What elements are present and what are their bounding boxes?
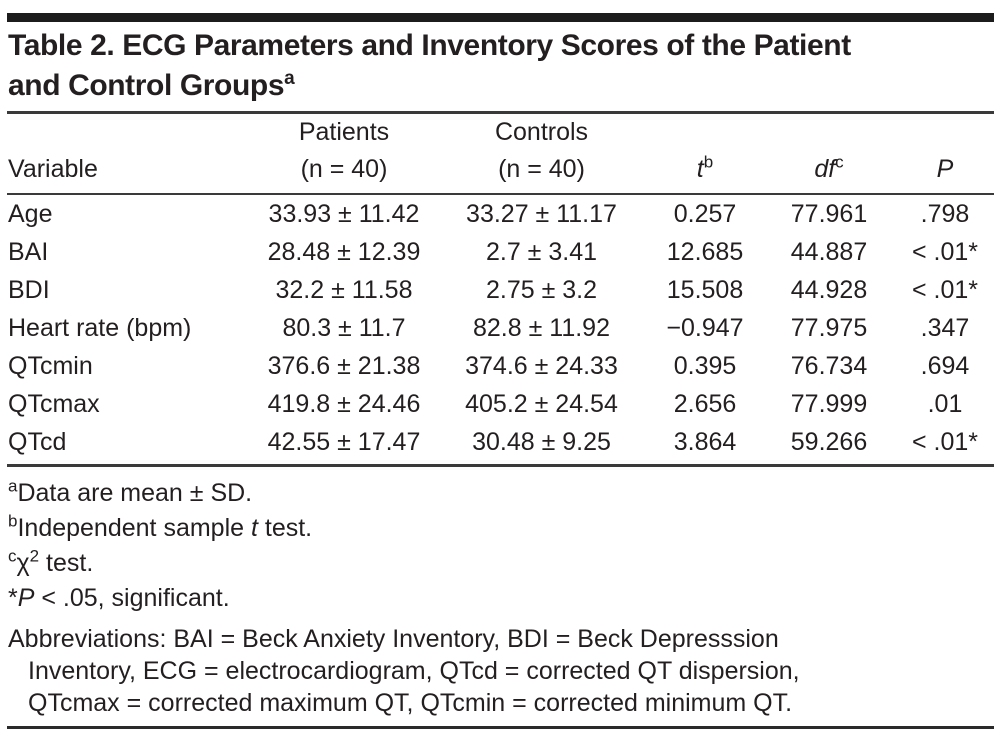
cell-controls: 30.48 ± 9.25 — [472, 428, 611, 456]
rule-under-header — [7, 192, 994, 195]
cell-controls: 2.7 ± 3.41 — [485, 238, 598, 266]
cell-df: 77.975 — [790, 314, 868, 342]
cell-controls: 82.8 ± 11.92 — [473, 314, 610, 342]
cell-variable: QTcd — [8, 428, 67, 456]
cell-df: 44.887 — [790, 238, 868, 266]
footnote-marker: a — [8, 476, 18, 496]
footnote-marker: b — [8, 511, 18, 531]
table-title-line1: Table 2. ECG Parameters and Inventory Sc… — [8, 29, 851, 62]
footnote-c: cχ2 test. — [8, 546, 94, 577]
column-header-variable: Variable — [8, 154, 98, 183]
top-heavy-rule — [7, 13, 994, 22]
header-row: Variable Patients (n = 40) Controls (n =… — [7, 114, 993, 193]
cell-p: < .01* — [911, 238, 979, 266]
cell-controls: 405.2 ± 24.54 — [465, 390, 618, 418]
column-header-patients: Patients (n = 40) — [298, 117, 390, 183]
cell-p: .798 — [920, 200, 970, 228]
cell-patients: 42.55 ± 17.47 — [267, 428, 421, 456]
cell-t: 0.257 — [673, 200, 737, 228]
footnote-b: bIndependent sample t test. — [8, 511, 313, 542]
cell-p: < .01* — [911, 428, 979, 456]
cell-patients: 28.48 ± 12.39 — [267, 238, 421, 266]
cell-p: .347 — [920, 314, 970, 342]
cell-t: 12.685 — [666, 238, 744, 266]
table-row: Heart rate (bpm) 80.3 ± 11.7 82.8 ± 11.92 −… — [7, 309, 993, 347]
rule-under-title — [7, 111, 994, 114]
cell-patients: 80.3 ± 11.7 — [282, 314, 406, 342]
abbreviations-block: Abbreviations: BAI = Beck Anxiety Invent… — [7, 623, 994, 719]
title-footnote-marker: a — [284, 68, 295, 89]
cell-p: .694 — [920, 352, 970, 380]
cell-df: 44.928 — [790, 276, 868, 304]
table-row: Age 33.93 ± 11.42 33.27 ± 11.17 0.257 77.961… — [7, 195, 993, 233]
table-row: QTcmin 376.6 ± 21.38 374.6 ± 24.33 0.395 76.… — [7, 347, 993, 385]
cell-patients: 376.6 ± 21.38 — [267, 352, 421, 380]
cell-patients: 32.2 ± 11.58 — [275, 276, 413, 304]
column-header-p: P — [936, 154, 954, 183]
cell-p: < .01* — [911, 276, 979, 304]
cell-t: 3.864 — [673, 428, 737, 456]
cell-t: −0.947 — [666, 314, 744, 342]
cell-t: 2.656 — [673, 390, 737, 418]
column-header-df: dfc — [814, 152, 844, 183]
table-row: QTcd 42.55 ± 17.47 30.48 ± 9.25 3.864 59.266… — [7, 423, 993, 461]
bottom-rule — [7, 725, 994, 729]
cell-controls: 33.27 ± 11.17 — [466, 200, 617, 228]
cell-controls: 2.75 ± 3.2 — [485, 276, 598, 304]
cell-variable: Heart rate (bpm) — [8, 314, 192, 342]
footnote-*: *P < .05, significant. — [8, 583, 230, 612]
footnote-a: aData are mean ± SD. — [8, 476, 253, 507]
cell-variable: BDI — [8, 276, 50, 304]
cell-patients: 419.8 ± 24.46 — [267, 390, 421, 418]
table-row: QTcmax 419.8 ± 24.46 405.2 ± 24.54 2.656 77.… — [7, 385, 993, 423]
cell-df: 77.999 — [790, 390, 868, 418]
table-row: BDI 32.2 ± 11.58 2.75 ± 3.2 15.508 44.928 < .… — [7, 271, 993, 309]
journal-table-figure: Table 2. ECG Parameters and Inventory Sc… — [7, 13, 994, 729]
cell-df: 77.961 — [790, 200, 868, 228]
cell-t: 0.395 — [673, 352, 737, 380]
data-table: Variable Patients (n = 40) Controls (n =… — [7, 114, 993, 193]
column-header-t: tb — [696, 152, 714, 183]
cell-controls: 374.6 ± 24.33 — [465, 352, 618, 380]
rule-under-body — [7, 464, 994, 467]
table-title-line2: and Control Groupsa — [8, 68, 295, 102]
data-table-body: Age 33.93 ± 11.42 33.27 ± 11.17 0.257 77.961… — [7, 195, 993, 461]
abbreviations-line: QTcmax = corrected maximum QT, QTcmin = … — [28, 688, 793, 717]
footnote-marker: c — [8, 546, 17, 566]
cell-p: .01 — [927, 390, 963, 418]
table-row: BAI 28.48 ± 12.39 2.7 ± 3.41 12.685 44.887 < … — [7, 233, 993, 271]
cell-variable: QTcmin — [8, 352, 93, 380]
abbreviations-line: Abbreviations: BAI = Beck Anxiety Invent… — [8, 624, 779, 653]
table-header: Variable Patients (n = 40) Controls (n =… — [7, 114, 993, 193]
cell-variable: QTcmax — [8, 390, 100, 418]
cell-variable: BAI — [8, 238, 49, 266]
cell-variable: Age — [8, 200, 53, 228]
footnotes: aData are mean ± SD. bIndependent sample … — [7, 476, 994, 616]
cell-t: 15.508 — [666, 276, 744, 304]
footnote-marker: * — [8, 583, 18, 612]
cell-df: 59.266 — [790, 428, 868, 456]
column-header-controls: Controls (n = 40) — [494, 117, 589, 183]
table-body: Age 33.93 ± 11.42 33.27 ± 11.17 0.257 77.961… — [7, 195, 993, 461]
abbreviations-line: Inventory, ECG = electrocardiogram, QTcd… — [28, 656, 800, 685]
cell-df: 76.734 — [790, 352, 868, 380]
cell-patients: 33.93 ± 11.42 — [268, 200, 420, 228]
table-title: Table 2. ECG Parameters and Inventory Sc… — [7, 22, 994, 111]
